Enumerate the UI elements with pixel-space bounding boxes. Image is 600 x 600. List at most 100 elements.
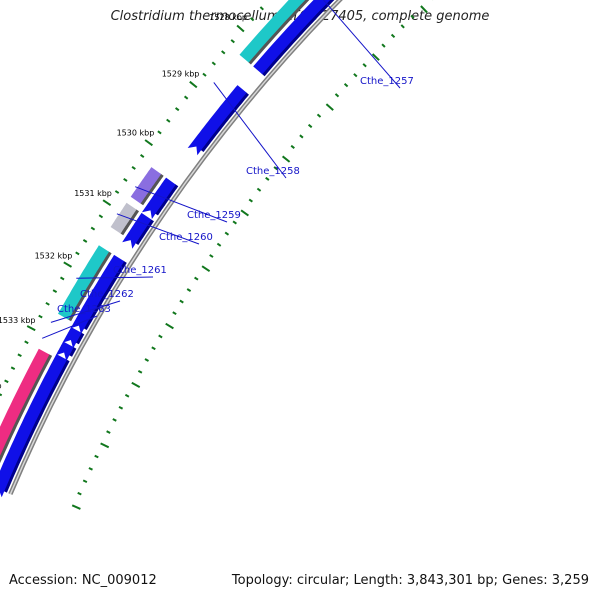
- gene-label: Cthe_1261: [113, 265, 167, 276]
- inner-tick: [131, 381, 141, 388]
- inner-tick: [299, 134, 304, 139]
- outer-tick: [63, 261, 73, 268]
- inner-tick: [400, 24, 405, 29]
- inner-tick: [410, 14, 415, 19]
- cds-gene: [122, 212, 152, 249]
- topology-text: Topology: circular; Length: 3,843,301 bp…: [231, 573, 589, 588]
- outer-tick: [236, 24, 245, 33]
- label-leader-line: [42, 315, 98, 339]
- inner-tick: [307, 123, 313, 129]
- cds-track: [0, 0, 335, 498]
- inner-tick: [112, 418, 117, 422]
- label-lines: [42, 0, 401, 339]
- outer-tick: [114, 190, 120, 194]
- inner-tick: [256, 187, 262, 192]
- outer-tick: [123, 177, 128, 182]
- accession-text: Accession: NC_009012: [9, 573, 157, 588]
- inner-tick: [334, 93, 340, 98]
- inner-tick: [281, 155, 291, 163]
- outer-tick: [82, 239, 88, 243]
- label-leader-line: [76, 276, 154, 279]
- outer-tick: [202, 72, 207, 77]
- cds-shadow: [200, 92, 249, 152]
- gene-label: Cthe_1260: [159, 232, 213, 243]
- outer-ticks: [0, 6, 264, 397]
- cds-gene: [70, 254, 125, 335]
- cds-shadow: [75, 332, 85, 345]
- gene-purple-shadow: [139, 173, 164, 206]
- outer-tick: [131, 165, 136, 170]
- inner-tick: [194, 276, 199, 281]
- label-leader-line: [322, 0, 401, 89]
- inner-tick: [343, 83, 349, 88]
- inner-tick: [158, 334, 163, 339]
- gene-label: Cthe_1258: [246, 166, 300, 177]
- backbone-highlight: [9, 0, 341, 495]
- inner-tick: [420, 5, 428, 14]
- inner-ticks: [71, 0, 434, 510]
- outer-tick: [4, 379, 9, 384]
- backbone: [8, 0, 343, 495]
- inner-tick: [94, 454, 99, 459]
- ruler-label: 1528 kbp: [209, 13, 247, 22]
- inner-tick: [118, 406, 124, 410]
- outer-tick: [0, 393, 3, 397]
- inner-tick: [179, 299, 184, 304]
- outer-tick: [157, 130, 162, 135]
- outer-tick: [166, 118, 171, 123]
- label-leader-line: [213, 82, 287, 179]
- cds-shadow: [261, 0, 335, 77]
- outer-tick: [175, 107, 180, 112]
- gene-grey-shadow: [119, 209, 139, 236]
- outer-tick: [38, 314, 43, 319]
- inner-tick: [273, 166, 278, 171]
- cds-gene: [142, 177, 176, 219]
- inner-tick: [165, 322, 174, 330]
- inner-tick: [232, 220, 237, 225]
- label-leader-line: [116, 213, 200, 245]
- inner-tick: [248, 198, 253, 203]
- gene-labels: Cthe_1257 Cthe_1258 Cthe_1259 Cthe_1260 Cthe…: [57, 76, 414, 315]
- outer-tick: [102, 199, 112, 207]
- outer-tick: [24, 340, 29, 345]
- inner-tick: [106, 430, 111, 434]
- inner-tick: [151, 346, 156, 351]
- gene-label: Cthe_1259: [187, 210, 241, 221]
- cds-gene: [0, 354, 67, 498]
- cds-gene: [187, 85, 247, 156]
- inner-tick: [186, 288, 192, 292]
- inner-tick: [265, 176, 270, 181]
- inner-tick: [100, 442, 110, 449]
- inner-tick: [362, 63, 367, 68]
- outer-tick: [221, 50, 226, 55]
- gene-cyan-shadow: [247, 0, 310, 65]
- gene-label: Cthe_1263: [57, 304, 111, 315]
- inner-tick: [71, 504, 81, 510]
- gene-cyan: [58, 245, 109, 320]
- inner-tick: [240, 209, 249, 217]
- outer-tick: [140, 154, 145, 158]
- label-leader-line: [50, 300, 121, 323]
- inner-tick: [124, 393, 130, 398]
- outer-tick: [45, 301, 50, 306]
- cds-gene: [55, 341, 74, 361]
- gene-cyan-shadow: [67, 251, 112, 322]
- inner-tick: [144, 358, 149, 362]
- gene-pink-shadow: [0, 354, 53, 464]
- cds-shadow: [68, 346, 77, 357]
- ruler-label: 1529 kbp: [162, 70, 200, 79]
- gene-label: Cthe_1257: [360, 76, 414, 87]
- cds-gene: [62, 327, 82, 349]
- cds-shadow: [154, 184, 179, 216]
- outer-tick: [75, 251, 80, 256]
- outer-tick: [17, 353, 22, 357]
- outer-tick: [144, 139, 153, 147]
- inner-tick: [316, 113, 322, 118]
- inner-tick: [77, 491, 82, 496]
- backbone-arc: [8, 0, 343, 495]
- inner-tick: [216, 242, 222, 247]
- outer-tick: [10, 366, 16, 370]
- cds-shadow: [3, 359, 70, 493]
